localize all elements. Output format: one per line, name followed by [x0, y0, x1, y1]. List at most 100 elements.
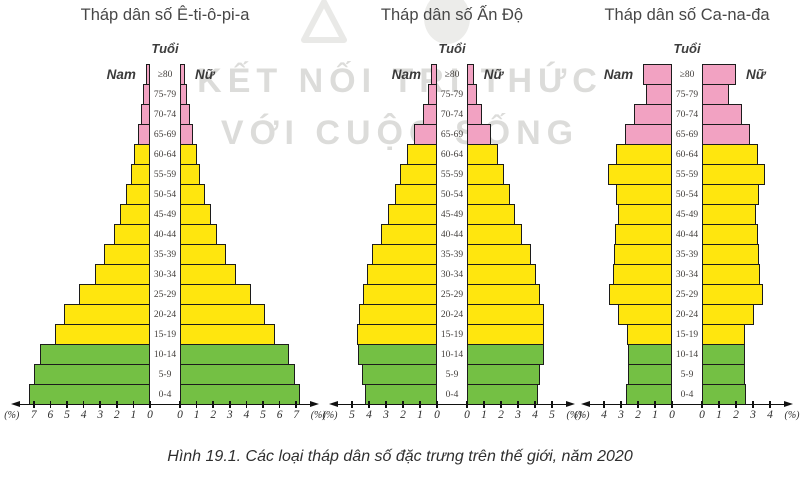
publisher-watermark-line2: VỚI CUỘC SỐNG: [220, 114, 580, 152]
bar-female-40-44: [467, 224, 523, 245]
male-label: Nam: [603, 67, 634, 82]
bar-female-0-4: [180, 384, 301, 405]
female-zone: [180, 164, 326, 185]
male-zone: [580, 84, 672, 105]
female-zone: [180, 364, 326, 385]
male-zone: [328, 84, 437, 105]
axis-tick: [735, 401, 737, 408]
bar-male-60-64: [407, 144, 437, 165]
bar-female-70-74: [180, 104, 190, 125]
pyramid-row-5-9: 5-9: [4, 364, 326, 385]
age-group-label: 60-64: [440, 149, 464, 160]
axis-tick: [351, 401, 353, 408]
male-zone: [328, 104, 437, 125]
male-zone: [4, 264, 150, 285]
percent-unit-label: (%): [566, 410, 582, 421]
pyramid-row-0-4: 0-4: [580, 384, 794, 405]
age-group-label: 65-69: [153, 129, 177, 140]
male-zone: Nam: [4, 64, 150, 85]
female-zone: [702, 104, 794, 125]
age-group-label: 75-79: [675, 89, 699, 100]
bar-female-25-29: [180, 284, 252, 305]
female-zone: [702, 144, 794, 165]
male-zone: [580, 184, 672, 205]
age-group-label: 25-29: [153, 289, 177, 300]
female-zone: [702, 124, 794, 145]
pyramid-row-30-34: 30-34: [4, 264, 326, 285]
female-zone: [467, 364, 576, 385]
axis-tick-label: 2: [498, 409, 504, 421]
bar-female-≥80: [702, 64, 736, 85]
axis-tick-label: 7: [30, 409, 37, 421]
percent-unit-label: (%): [4, 410, 20, 421]
female-zone: [702, 184, 794, 205]
female-zone: [467, 344, 576, 365]
axis-tick-label: 6: [276, 409, 283, 421]
male-zone: [328, 224, 437, 245]
bar-female-25-29: [702, 284, 764, 305]
female-zone: [702, 284, 794, 305]
female-zone: [467, 284, 576, 305]
female-zone: [702, 324, 794, 345]
bar-female-35-39: [702, 244, 759, 265]
pyramid-title: Tháp dân số Ca-na-đa: [604, 6, 770, 24]
bar-female-55-59: [702, 164, 765, 185]
bar-female-65-69: [180, 124, 194, 145]
pyramid-bars: Nam ≥80 Nữ 75-79 70-74 65-69 60-64 55-59 50-54 45…: [4, 64, 326, 405]
bar-female-10-14: [180, 344, 289, 365]
bar-female-30-34: [702, 264, 760, 285]
age-group-label: 30-34: [440, 269, 464, 280]
female-zone: [180, 264, 326, 285]
bar-male-55-59: [130, 164, 150, 185]
age-axis-title: Tuổi: [673, 41, 701, 56]
axis-tick-label: 3: [515, 409, 521, 421]
axis-tick-label: 1: [716, 409, 722, 421]
pyramid-row-25-29: 25-29: [580, 284, 794, 305]
male-zone: [580, 164, 672, 185]
bar-male-30-34: [367, 264, 437, 285]
percent-axis: 0 0 1 1 2 2 3 3 4 4 5 5 6 6 7 7 (%) (%): [4, 401, 326, 432]
age-group-label: 20-24: [675, 309, 699, 320]
bar-female-30-34: [467, 264, 536, 285]
bar-female-50-54: [467, 184, 510, 205]
age-axis-title: Tuổi: [151, 41, 179, 56]
male-zone: [4, 144, 150, 165]
female-zone: [702, 224, 794, 245]
male-zone: [580, 204, 672, 225]
age-group-label: 50-54: [675, 189, 699, 200]
bar-male-75-79: [143, 84, 150, 105]
female-zone: [180, 324, 326, 345]
bar-male-5-9: [33, 364, 150, 385]
age-group-label: 10-14: [153, 349, 177, 360]
axis-tick: [671, 401, 673, 408]
male-zone: [580, 224, 672, 245]
axis-tick: [419, 401, 421, 408]
axis-tick-label: 0: [464, 409, 470, 421]
male-zone: Nam: [580, 64, 672, 85]
bar-female-40-44: [180, 224, 217, 245]
pyramid-title: Tháp dân số Ê-ti-ô-pi-a: [80, 6, 250, 24]
bar-female-15-19: [702, 324, 746, 345]
axis-tick-label: 3: [226, 409, 233, 421]
pyramid-row-10-14: 10-14: [4, 344, 326, 365]
bar-male-0-4: [364, 384, 437, 405]
axis-arrow-right-icon: [310, 401, 320, 408]
bar-female-5-9: [180, 364, 296, 385]
axis-tick: [385, 401, 387, 408]
axis-tick-label: 5: [349, 409, 355, 421]
female-zone: [180, 124, 326, 145]
age-group-label: 65-69: [440, 129, 464, 140]
pyramid-row-75-79: 75-79: [4, 84, 326, 105]
axis-tick-label: 0: [434, 409, 440, 421]
pyramid-row-60-64: 60-64: [328, 144, 576, 165]
axis-tick: [603, 401, 605, 408]
bar-male-5-9: [362, 364, 437, 385]
female-label: Nữ: [194, 67, 215, 82]
figure-caption: Hình 19.1. Các loại tháp dân số đặc trưn…: [167, 448, 633, 465]
axis-tick-label: 4: [532, 409, 538, 421]
pyramid-row-35-39: 35-39: [4, 244, 326, 265]
bar-female-35-39: [180, 244, 227, 265]
age-group-label: 65-69: [675, 129, 699, 140]
axis-line: [590, 404, 784, 405]
age-group-label: ≥80: [444, 69, 460, 80]
